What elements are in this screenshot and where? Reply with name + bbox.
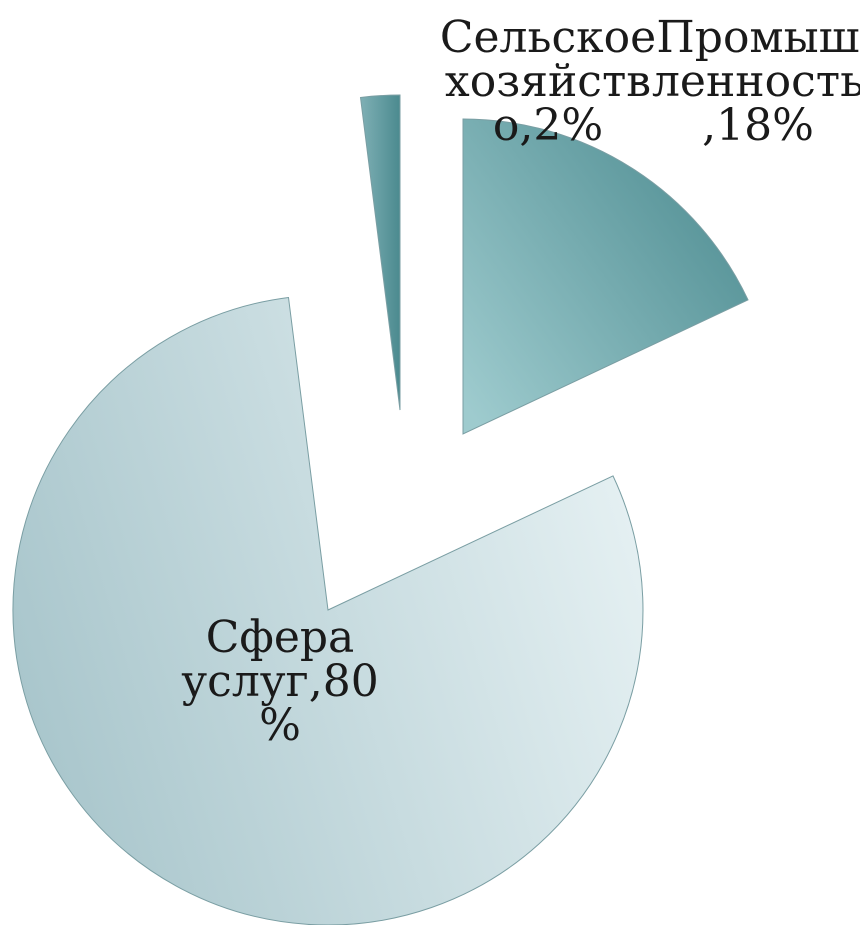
pie-labels: Промыш ленность ,18% Сфера услуг,80 % Сельское… [181, 12, 860, 751]
slice-label-line: о,2% [493, 100, 603, 151]
slice-label-line: хозяйств [445, 56, 651, 107]
pie-slice-2 [12, 296, 644, 925]
pie-slice-3 [359, 94, 401, 411]
slice-label-2: Сфера услуг,80% [181, 612, 378, 751]
slice-label-1: Промыш ленность ,18% [652, 12, 860, 151]
slice-label-line: Сельское [440, 12, 656, 63]
slice-label-line: % [259, 700, 301, 751]
slice-label-3: Сельское хозяйств о,2% [440, 12, 656, 151]
slice-label-line: Промыш [656, 12, 859, 63]
slice-label-line: ленность [652, 56, 860, 107]
slice-label-line: ,18% [702, 100, 814, 151]
slice-label-line: Сфера [206, 612, 355, 663]
pie-slices [12, 94, 749, 925]
slice-label-line: услуг,80 [181, 656, 378, 707]
pie-slice-1 [462, 118, 749, 435]
